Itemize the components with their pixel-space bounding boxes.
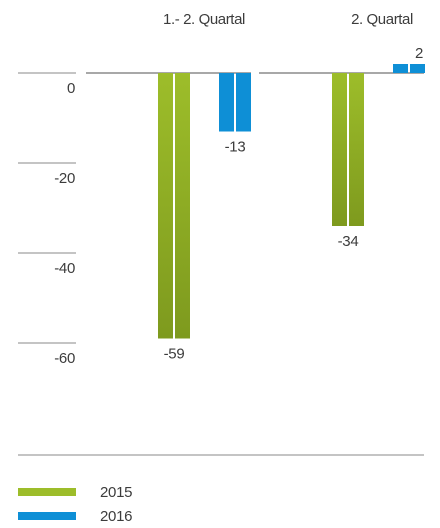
bar-2016-1: [219, 73, 251, 132]
bars: -59 -13 -34 2: [158, 45, 425, 363]
bar-2015-1: [158, 73, 190, 339]
y-axis: 0 -20 -40 -60: [18, 72, 76, 367]
bar-2016-2: [393, 64, 425, 73]
group-header: 2. Quartal: [351, 11, 413, 28]
y-tick-label: -20: [54, 170, 75, 187]
group-header: 1.- 2. Quartal: [163, 11, 245, 28]
legend: 2015 2016: [18, 480, 132, 528]
legend-label-2016: 2016: [100, 507, 133, 525]
legend-item-2016: 2016: [18, 504, 132, 528]
bar-2015-2: [332, 73, 364, 226]
y-tick-label: 0: [67, 80, 75, 97]
legend-item-2015: 2015: [18, 480, 132, 504]
legend-label-2015: 2015: [100, 483, 133, 501]
data-label: -13: [225, 139, 246, 156]
y-tick-label: -60: [54, 350, 75, 367]
legend-swatch-2015: [18, 488, 76, 496]
legend-swatch-2016: [18, 512, 76, 520]
group-headers: 1.- 2. Quartal 2. Quartal: [86, 11, 424, 74]
data-label: -34: [338, 233, 359, 250]
data-label: -59: [164, 346, 185, 363]
data-label: 2: [415, 45, 423, 62]
y-tick-label: -40: [54, 260, 75, 277]
